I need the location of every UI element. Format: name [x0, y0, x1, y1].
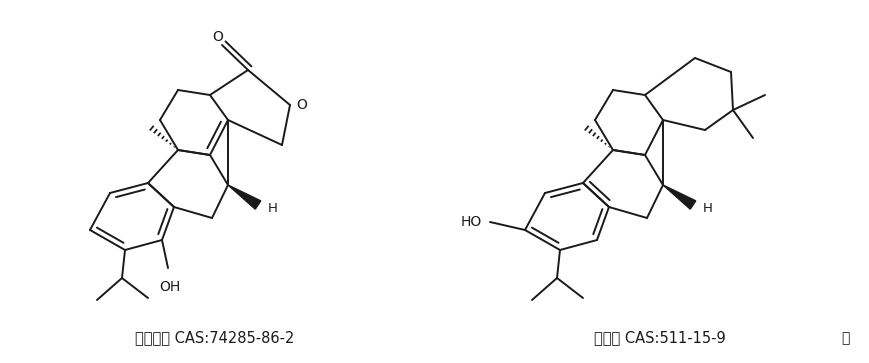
Text: O: O: [213, 30, 223, 44]
Text: 雷酚内酯 CAS:74285-86-2: 雷酚内酯 CAS:74285-86-2: [136, 330, 295, 346]
Text: 桃拓酚 CAS:511-15-9: 桃拓酚 CAS:511-15-9: [594, 330, 726, 346]
Text: O: O: [296, 98, 308, 112]
Text: H: H: [268, 201, 278, 215]
Text: OH: OH: [159, 280, 181, 294]
Polygon shape: [228, 185, 261, 209]
Text: HO: HO: [461, 215, 482, 229]
Polygon shape: [663, 185, 696, 209]
Text: 。: 。: [841, 331, 849, 345]
Text: H: H: [703, 201, 713, 215]
